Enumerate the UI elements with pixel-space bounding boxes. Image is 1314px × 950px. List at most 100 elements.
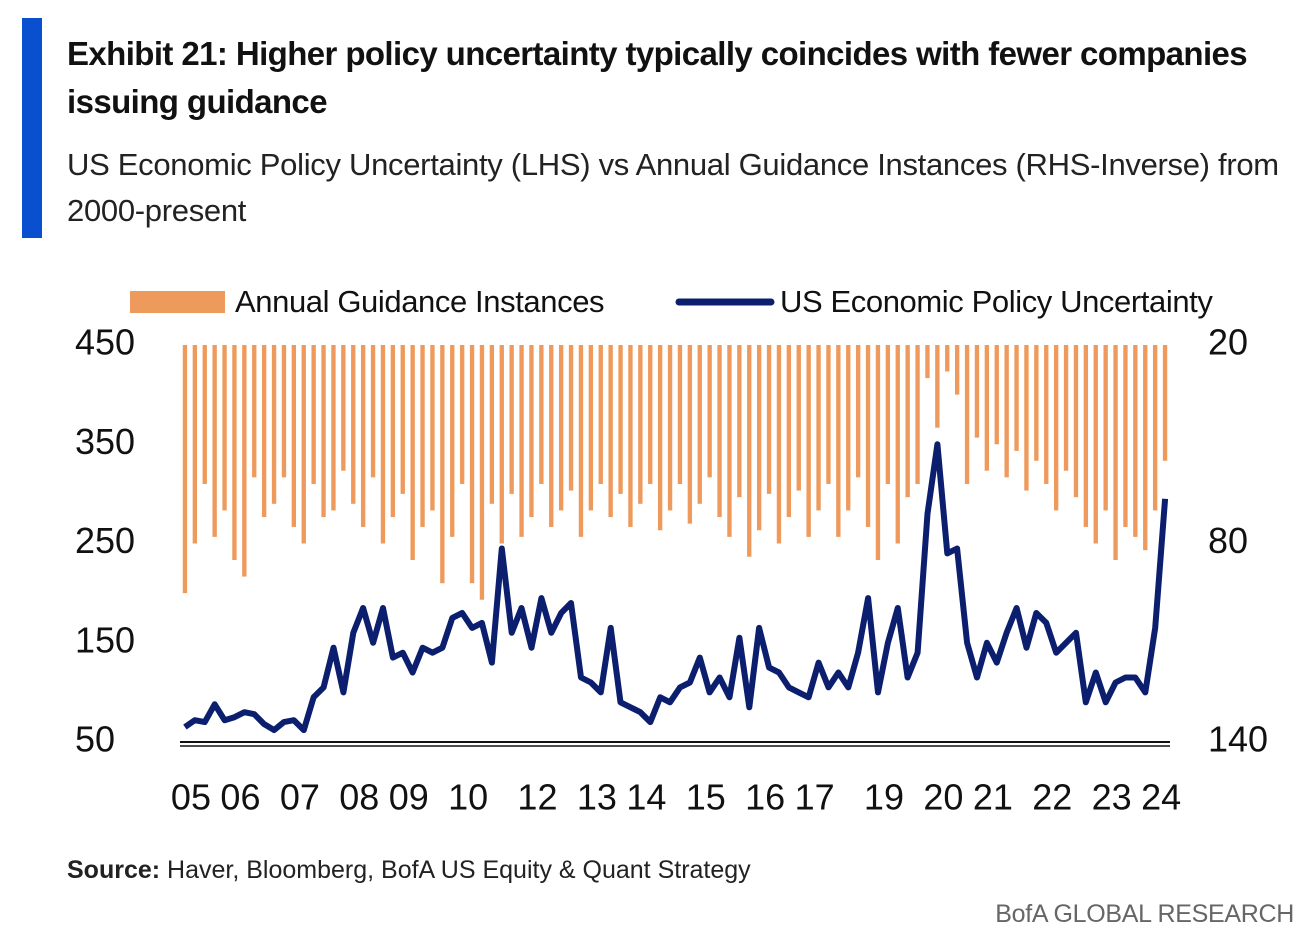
bar [1044, 345, 1049, 484]
x-tick-label: 23 [1092, 777, 1132, 818]
x-tick-label: 19 [864, 777, 904, 818]
bar [509, 345, 514, 494]
x-tick-label: 06 [220, 777, 260, 818]
bar [816, 345, 821, 511]
x-tick-label: 12 [517, 777, 557, 818]
y2-tick-label: 20 [1208, 322, 1248, 363]
bar [885, 345, 891, 484]
bar [638, 345, 643, 504]
bar [519, 345, 524, 537]
x-tick-label: 09 [389, 777, 429, 818]
bar [440, 345, 445, 584]
bar [1073, 345, 1079, 498]
bar [915, 345, 920, 484]
bar [489, 345, 495, 504]
bar [390, 345, 396, 518]
bar [766, 345, 772, 494]
bar [826, 345, 831, 484]
bar [1162, 345, 1168, 461]
bar [469, 345, 475, 584]
x-tick-label: 14 [626, 777, 666, 818]
x-tick-label: 08 [339, 777, 379, 818]
chart-title: Exhibit 21: Higher policy uncertainty ty… [67, 35, 1248, 120]
bar [737, 345, 742, 498]
bar [1063, 345, 1069, 471]
bar [598, 345, 603, 484]
bar [222, 345, 227, 511]
bar [1014, 345, 1019, 451]
line [183, 441, 1169, 734]
bar [786, 345, 792, 518]
bar [212, 345, 217, 537]
y-tick-label: 250 [75, 520, 135, 561]
bar [202, 345, 207, 484]
bar [954, 345, 960, 395]
bar [925, 345, 930, 379]
bar [301, 345, 306, 544]
bar [271, 345, 277, 504]
bar [1083, 345, 1089, 527]
bar [974, 345, 980, 438]
bar [1143, 345, 1148, 551]
bar [796, 345, 801, 491]
bar [291, 345, 297, 527]
bar [836, 345, 841, 537]
x-tick-label: 05 [171, 777, 211, 818]
bar [727, 345, 732, 537]
bar [529, 345, 534, 518]
source-label: Source: [67, 856, 161, 884]
bar [1024, 345, 1029, 491]
bar [697, 345, 702, 504]
bar [984, 345, 990, 471]
bar [895, 345, 900, 544]
bar [261, 345, 267, 518]
bar [717, 345, 722, 518]
bar [846, 345, 851, 511]
x-tick-label: 20 [923, 777, 963, 818]
bar [539, 345, 544, 484]
bar [657, 345, 663, 531]
bar [935, 345, 940, 428]
bar [281, 345, 287, 478]
bar [1053, 345, 1059, 511]
chart-subtitle: US Economic Policy Uncertainty (LHS) vs … [67, 147, 1279, 228]
x-tick-label: 15 [686, 777, 726, 818]
bar [430, 345, 435, 511]
bar [618, 345, 623, 494]
bar [182, 345, 188, 594]
bar [964, 345, 970, 484]
bar [747, 345, 752, 557]
bar [578, 345, 584, 537]
bar [370, 345, 376, 478]
bar [321, 345, 326, 518]
source-note: Source: Haver, Bloomberg, BofA US Equity… [67, 856, 751, 885]
bar [558, 345, 564, 511]
legend-label: Annual Guidance Instances [235, 284, 604, 319]
bar [568, 345, 574, 491]
bar [1004, 345, 1009, 478]
y-tick-label: 350 [75, 421, 135, 462]
bar [687, 345, 693, 524]
x-tick-label: 13 [577, 777, 617, 818]
bar [806, 345, 811, 537]
x-tick-label: 07 [280, 777, 320, 818]
x-tick-label: 16 [745, 777, 785, 818]
bar [994, 345, 999, 445]
y-tick-label: 50 [75, 719, 115, 760]
bar [232, 345, 237, 561]
y-tick-label: 450 [75, 322, 135, 363]
legend-swatch [130, 291, 225, 313]
y2-tick-label: 80 [1208, 520, 1248, 561]
bar [410, 345, 415, 561]
bar [667, 345, 673, 511]
bar [192, 345, 198, 544]
bar [360, 345, 366, 527]
bar [677, 345, 683, 484]
bar [400, 345, 405, 494]
x-tick-label: 10 [448, 777, 488, 818]
bar [855, 345, 861, 478]
bar [776, 345, 782, 544]
bar [331, 345, 336, 511]
bar [628, 345, 633, 527]
